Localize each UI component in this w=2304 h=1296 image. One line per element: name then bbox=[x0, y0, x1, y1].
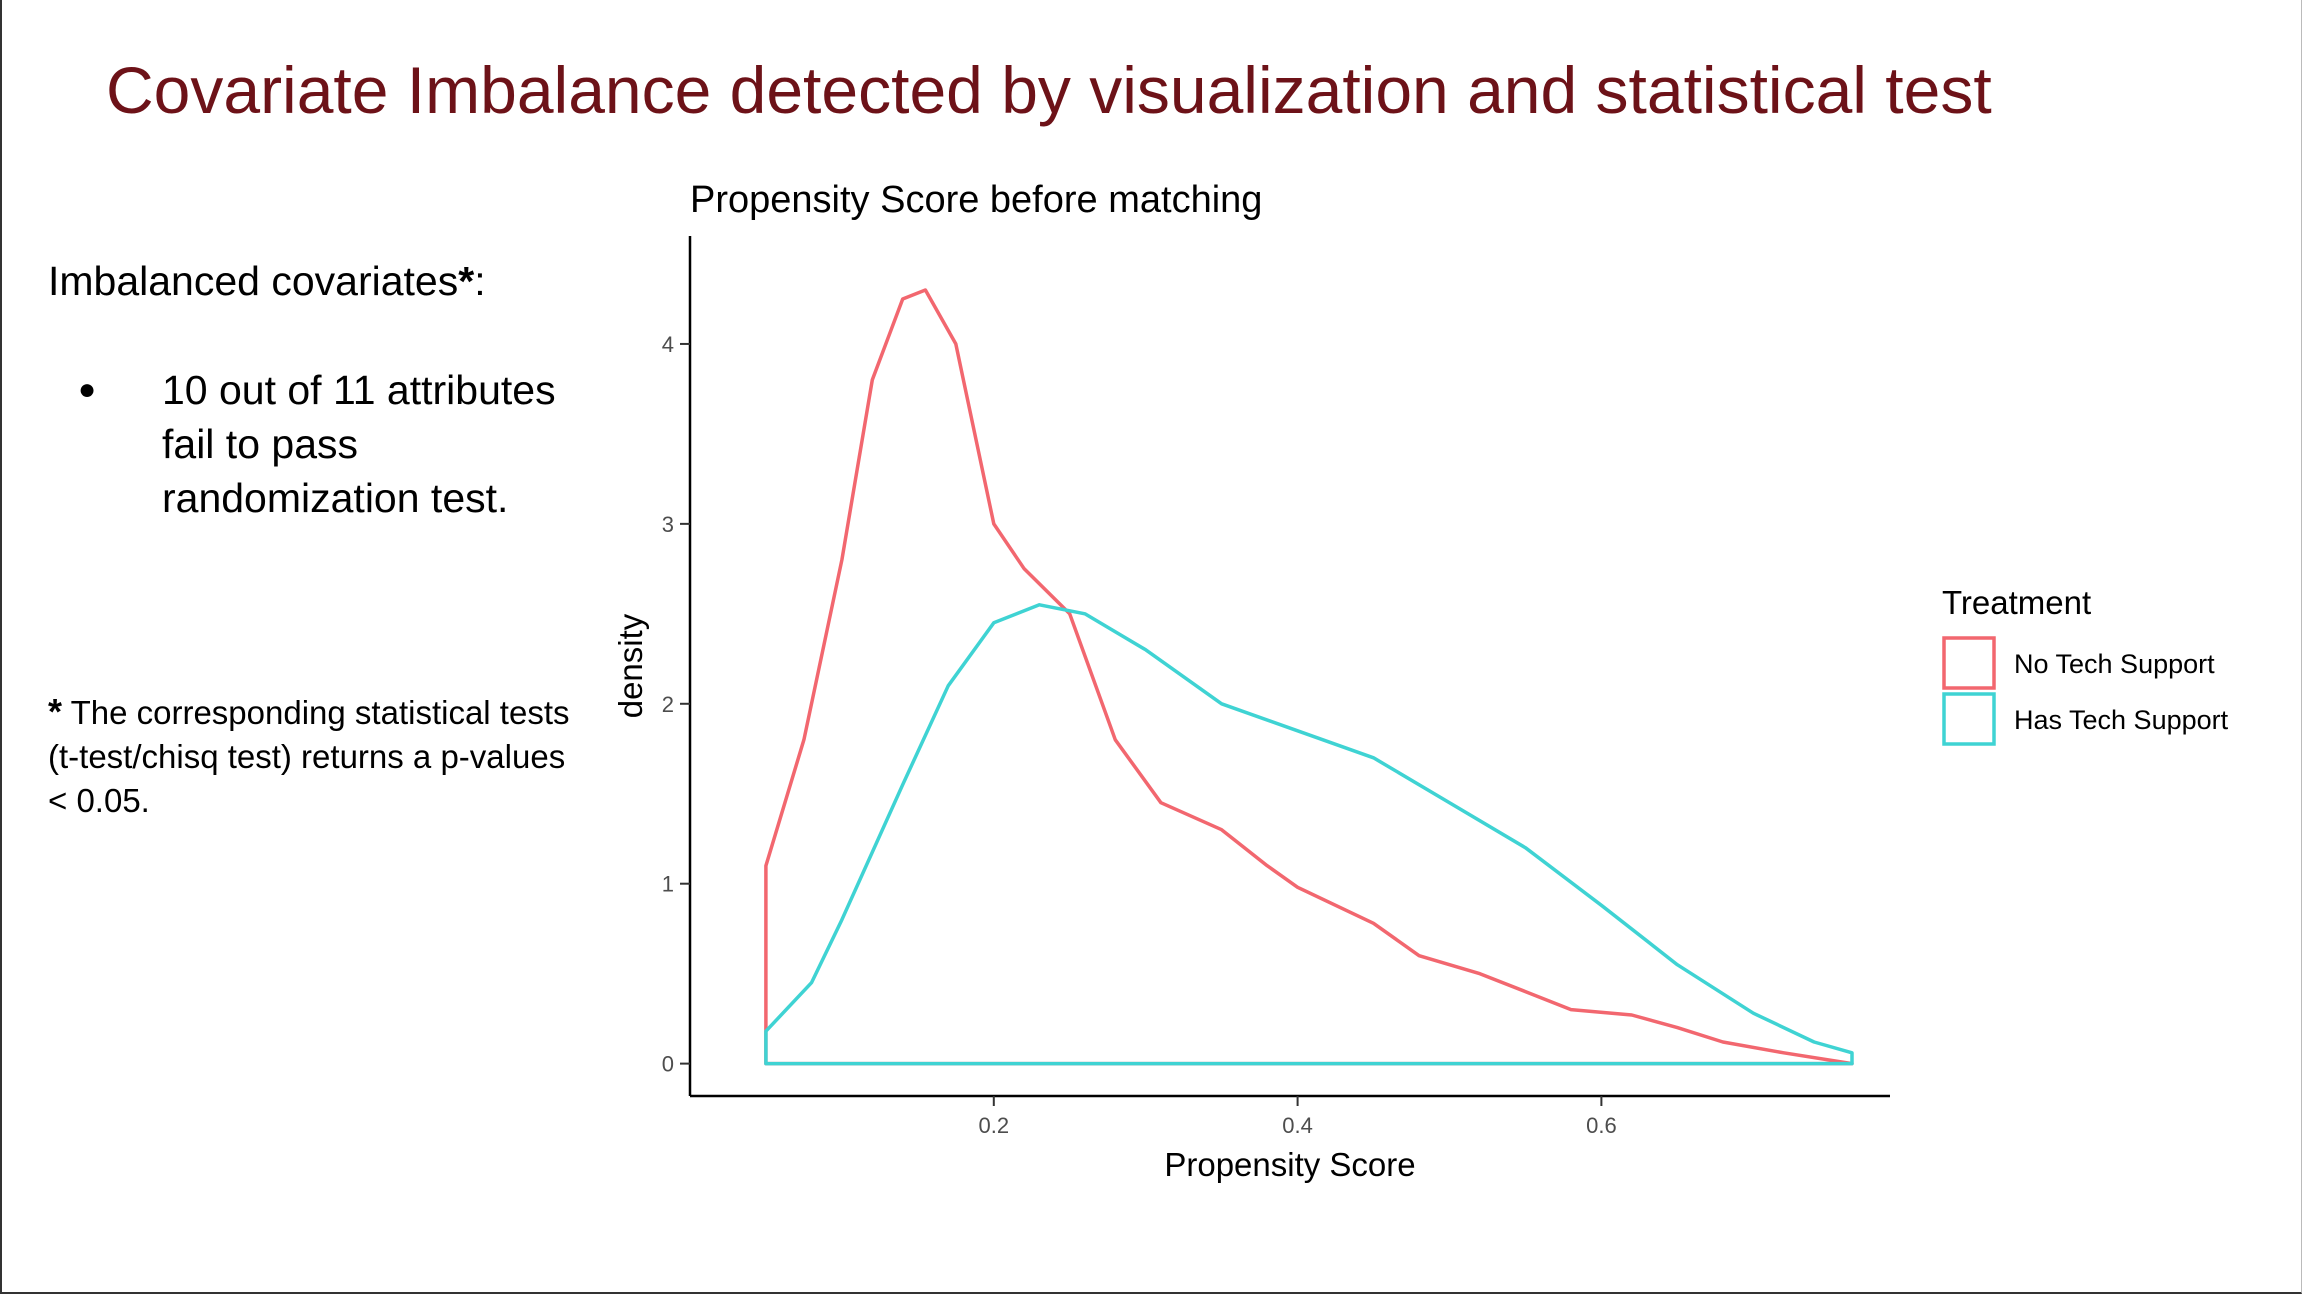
heading-colon: : bbox=[474, 258, 486, 304]
y-tick-label: 3 bbox=[662, 512, 674, 537]
legend-swatch bbox=[1942, 636, 1996, 690]
footnote-text: The corresponding statistical tests (t-t… bbox=[48, 694, 570, 819]
bullet-list: ● 10 out of 11 attributes fail to pass r… bbox=[78, 363, 592, 525]
legend-label: Has Tech Support bbox=[2014, 705, 2229, 735]
bullet-text: 10 out of 11 attributes fail to pass ran… bbox=[162, 367, 556, 521]
legend: No Tech Support Has Tech Support bbox=[1942, 636, 2229, 746]
heading-star: * bbox=[458, 258, 475, 304]
heading-text: Imbalanced covariates bbox=[48, 258, 459, 304]
y-tick-label: 2 bbox=[662, 692, 674, 717]
x-axis-title: Propensity Score bbox=[1164, 1146, 1415, 1183]
y-tick-label: 1 bbox=[662, 872, 674, 897]
plot-area bbox=[764, 288, 1854, 1066]
x-tick-label: 0.2 bbox=[979, 1113, 1010, 1138]
x-axis-ticks: 0.2 0.4 0.6 bbox=[979, 1096, 1617, 1138]
legend-label: No Tech Support bbox=[2014, 649, 2215, 679]
bullet-item: ● 10 out of 11 attributes fail to pass r… bbox=[78, 363, 592, 525]
slide-title: Covariate Imbalance detected by visualiz… bbox=[106, 53, 1992, 127]
density-curve-2 bbox=[764, 603, 1854, 1066]
imbalanced-covariates-heading: Imbalanced covariates*: bbox=[48, 258, 486, 305]
density-curve-1 bbox=[764, 288, 1854, 1066]
legend-swatch bbox=[1942, 692, 1996, 746]
y-tick-label: 4 bbox=[662, 332, 674, 357]
x-tick-label: 0.4 bbox=[1282, 1113, 1313, 1138]
y-axis-ticks: 0 1 2 3 4 bbox=[662, 332, 690, 1077]
footnote: * The corresponding statistical tests (t… bbox=[48, 690, 588, 823]
y-tick-label: 0 bbox=[662, 1052, 674, 1077]
footnote-star: * bbox=[48, 691, 63, 732]
bullet-dot-icon: ● bbox=[78, 373, 97, 406]
x-tick-label: 0.6 bbox=[1586, 1113, 1617, 1138]
y-axis-title: density bbox=[612, 613, 649, 718]
legend-title: Treatment bbox=[1942, 584, 2091, 621]
chart-title: Propensity Score before matching bbox=[690, 179, 1262, 221]
